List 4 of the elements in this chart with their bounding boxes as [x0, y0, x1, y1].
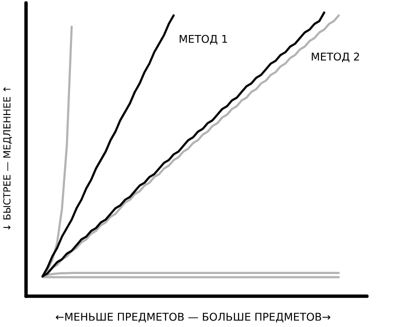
series-label: МЕТОД 2 [312, 52, 359, 62]
y-axis-title: ↓ БЫСТРЕЕ — МЕДЛЕННЕЕ ↑ [3, 87, 12, 230]
series-label: МЕТОД 1 [180, 34, 227, 44]
x-axis-title: ←МЕНЬШЕ ПРЕДМЕТОВ — БОЛЬШЕ ПРЕДМЕТОВ→ [56, 312, 330, 322]
